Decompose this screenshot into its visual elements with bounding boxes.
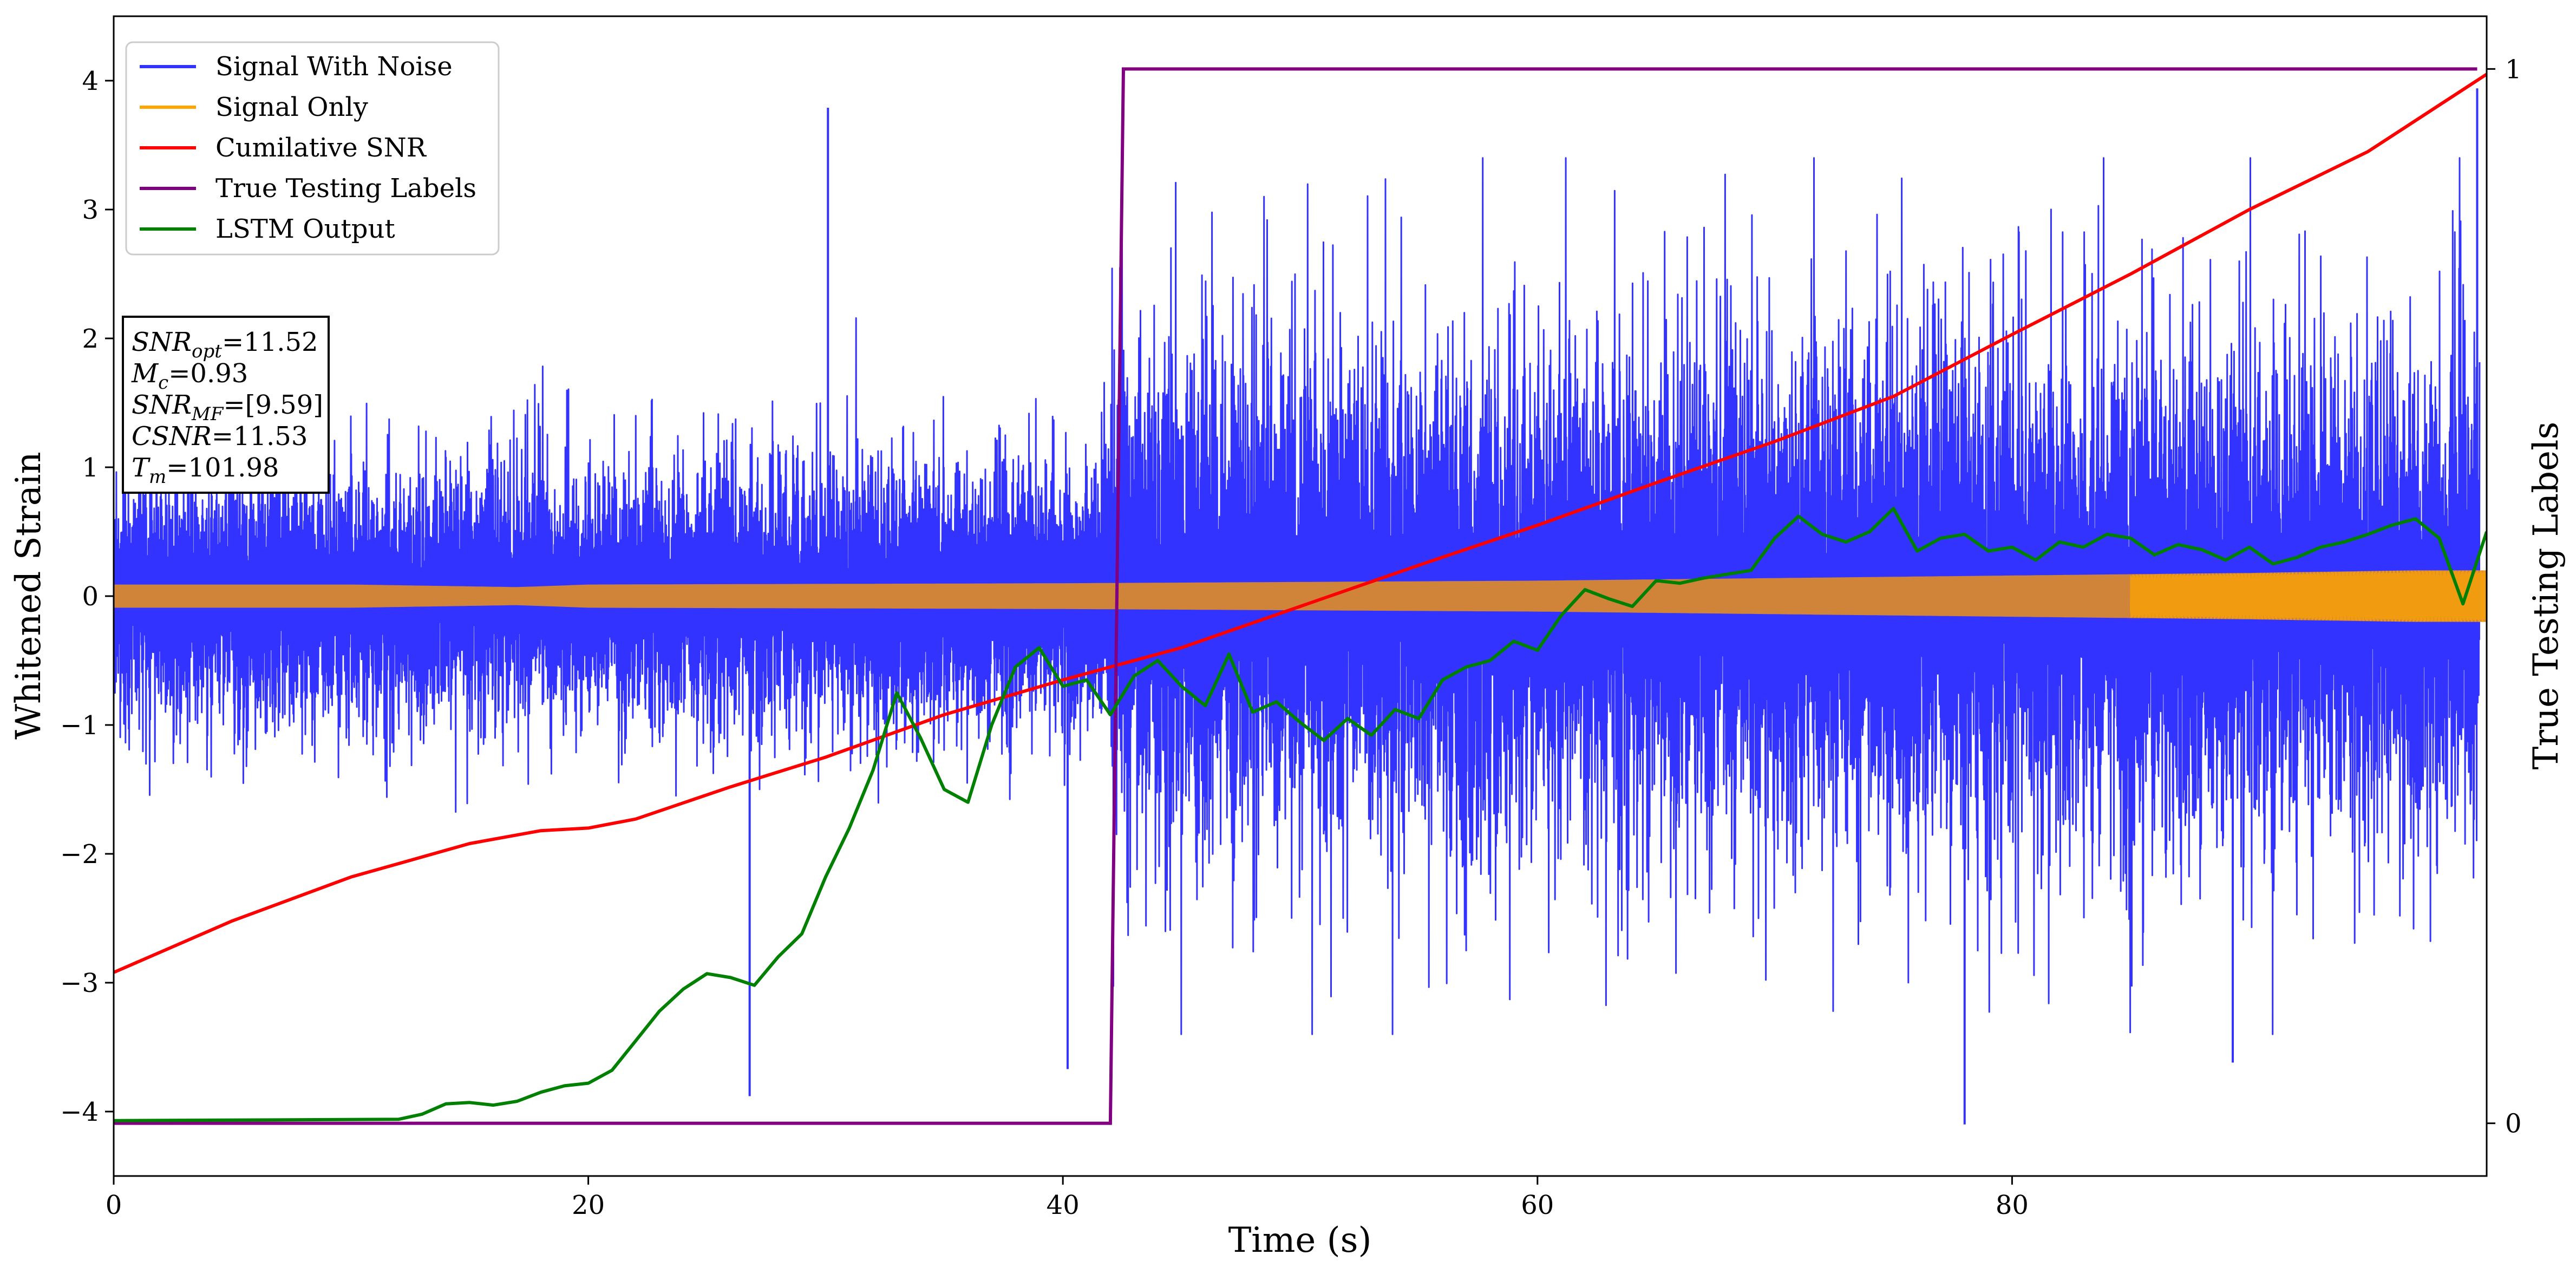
y2-axis-label: True Testing Labels: [2526, 422, 2566, 770]
annotation-line: SNRMF=[9.59]: [132, 390, 323, 425]
legend-label: Signal Only: [215, 92, 368, 122]
series-true-testing-labels: [114, 67, 2477, 1125]
series-signal-with-noise: [114, 157, 2481, 1035]
legend-label: True Testing Labels: [215, 173, 476, 204]
series-lstm-output: [114, 507, 2487, 1122]
plot-area: [114, 67, 2487, 1125]
y2-axis-ticks: 01: [2487, 54, 2522, 1139]
legend-label: LSTM Output: [215, 214, 395, 244]
y2-tick-label: 1: [2505, 54, 2522, 84]
x-tick-label: 20: [572, 1190, 605, 1220]
signal-with-noise-spikes: [748, 88, 2479, 1125]
series-cumilative-snr: [114, 73, 2487, 974]
signal-only-ripple: [2130, 570, 2487, 622]
y-tick-label: 3: [82, 195, 99, 225]
annotation-box: SNRopt=11.52Mc=0.93SNRMF=[9.59]CSNR=11.5…: [122, 316, 330, 494]
y-axis-label: Whitened Strain: [9, 452, 49, 739]
x-tick-label: 0: [106, 1190, 122, 1220]
y-axis-ticks: −4 −3 −2 −1 0 1 2 3 4: [60, 66, 114, 1127]
x-tick-label: 60: [1521, 1190, 1554, 1220]
series-signal-only: [114, 570, 2487, 622]
x-axis-label: Time (s): [1228, 1220, 1372, 1260]
y-tick-label: −4: [60, 1097, 99, 1127]
legend: Signal With Noise Signal Only Cumilative S…: [125, 41, 500, 256]
y-tick-label: 0: [82, 582, 99, 612]
annotation-line: CSNR=11.53: [132, 421, 308, 452]
x-tick-label: 80: [1996, 1190, 2029, 1220]
y2-tick-label: 0: [2505, 1109, 2522, 1139]
annotation-line: SNRopt=11.52: [132, 327, 318, 362]
annotation-frame: [122, 316, 330, 494]
legend-label: Cumilative SNR: [215, 133, 427, 163]
y-tick-label: 4: [82, 66, 99, 96]
y-tick-label: −3: [60, 968, 99, 998]
x-axis-ticks: 0 20 40 60 80: [106, 1176, 2029, 1220]
x-tick-label: 40: [1047, 1190, 1080, 1220]
y-tick-label: −2: [60, 839, 99, 870]
legend-label: Signal With Noise: [215, 51, 453, 82]
annotation-line: Tm=101.98: [132, 453, 279, 488]
legend-box: [125, 41, 500, 256]
y-tick-label: 1: [82, 453, 99, 483]
y-tick-label: −1: [60, 710, 99, 741]
annotation-line: Mc=0.93: [131, 358, 248, 394]
y-tick-label: 2: [82, 324, 99, 354]
